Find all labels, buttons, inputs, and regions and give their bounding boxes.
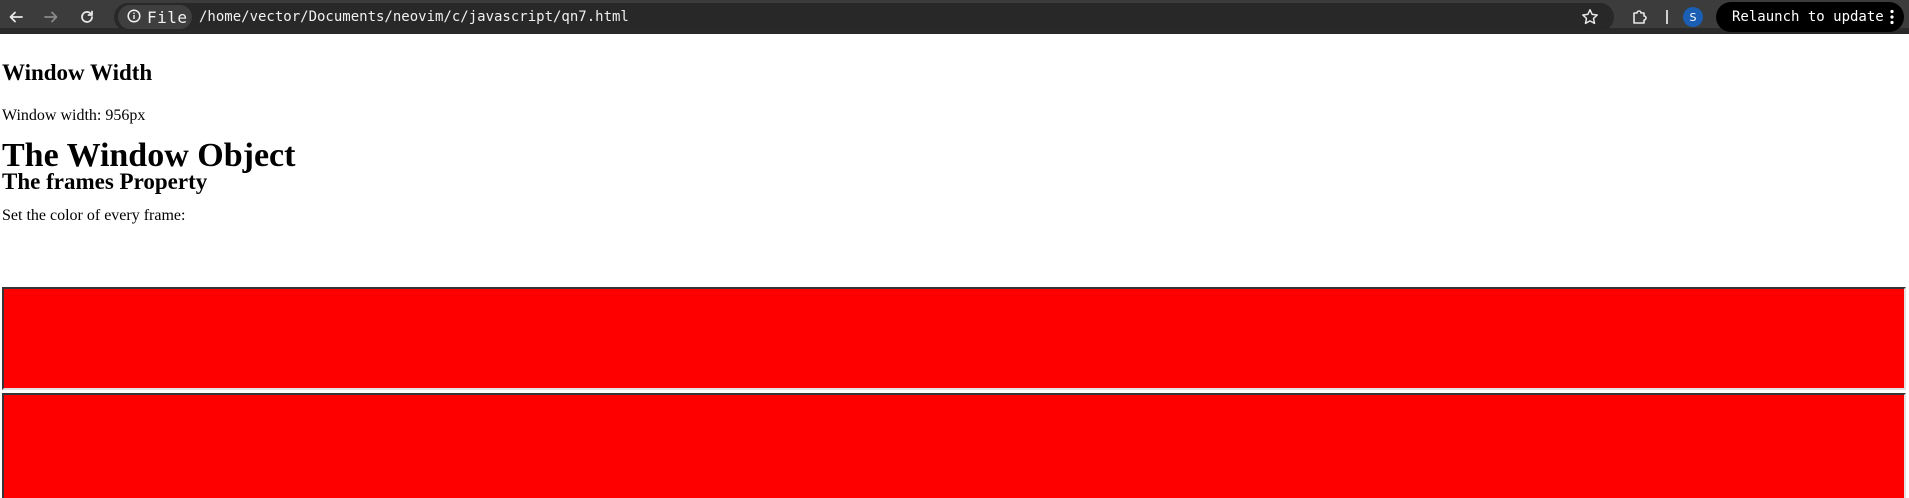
toolbar-separator: [1666, 10, 1668, 24]
arrow-right-icon: [43, 9, 59, 25]
reload-icon: [79, 9, 95, 25]
iframe-2[interactable]: [2, 393, 1906, 498]
heading-frames-property: The frames Property: [2, 169, 208, 194]
heading-window-object: The Window Object: [2, 137, 296, 174]
more-vert-icon[interactable]: [1890, 9, 1894, 25]
iframe-1[interactable]: [2, 287, 1906, 390]
chip-label: File: [147, 7, 188, 27]
puzzle-icon: [1631, 8, 1649, 26]
back-button[interactable]: [3, 4, 29, 30]
browser-toolbar: File /home/vector/Documents/neovim/c/jav…: [0, 0, 1909, 34]
window-width-text: Window width: 956px: [2, 107, 146, 124]
frames-instruction-text: Set the color of every frame:: [2, 207, 186, 224]
url-text[interactable]: /home/vector/Documents/neovim/c/javascri…: [199, 9, 629, 25]
site-info-chip[interactable]: File: [118, 5, 192, 29]
arrow-left-icon: [8, 9, 24, 25]
bookmark-button[interactable]: [1577, 4, 1603, 30]
address-bar[interactable]: File /home/vector/Documents/neovim/c/jav…: [114, 3, 1614, 31]
relaunch-button[interactable]: Relaunch to update: [1716, 2, 1904, 32]
profile-avatar[interactable]: S: [1683, 7, 1703, 27]
extensions-button[interactable]: [1627, 4, 1653, 30]
forward-button[interactable]: [38, 4, 64, 30]
star-icon: [1581, 8, 1599, 26]
avatar-letter: S: [1689, 10, 1697, 24]
relaunch-label: Relaunch to update: [1732, 9, 1884, 25]
reload-button[interactable]: [74, 4, 100, 30]
heading-window-width: Window Width: [2, 60, 153, 85]
info-icon: [127, 8, 141, 27]
